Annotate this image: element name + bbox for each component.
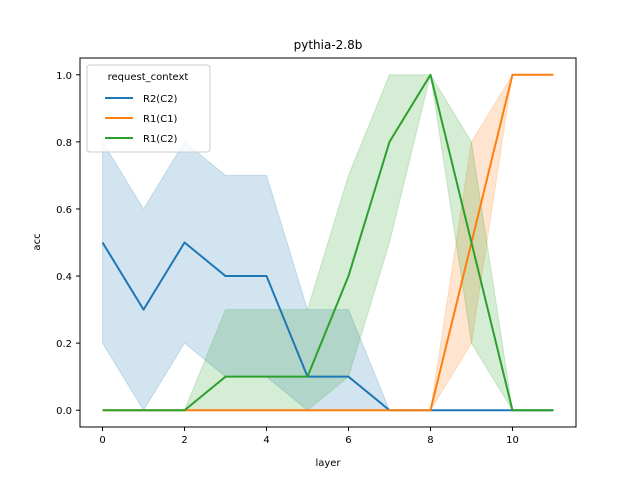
x-tick-label: 8 <box>427 435 433 446</box>
x-tick-label: 2 <box>181 435 187 446</box>
line-r1-c2 <box>102 73 554 412</box>
x-tick-label: 6 <box>345 435 351 446</box>
y-tick-label: 0.0 <box>56 406 72 417</box>
y-tick-label: 1.0 <box>56 71 72 82</box>
y-tick-label: 0.2 <box>56 339 72 350</box>
y-axis-label: acc <box>32 233 43 250</box>
x-tick-label: 10 <box>506 435 519 446</box>
legend-label-r1-c2: R1(C2) <box>143 134 178 145</box>
x-axis-label: layer <box>315 458 341 469</box>
x-tick-label: 0 <box>99 435 105 446</box>
legend-label-r1-c1: R1(C1) <box>143 114 178 125</box>
legend-items: R2(C2) R1(C1) R1(C2) <box>105 94 178 145</box>
legend-box <box>86 64 211 153</box>
line-r2-c2 <box>101 241 554 412</box>
y-tick-label: 0.6 <box>56 205 72 216</box>
legend: request_context R2(C2) R1(C1) R1(C2) <box>86 64 211 153</box>
legend-title: request_context <box>108 72 189 83</box>
y-axis-ticks: 0.0 0.2 0.4 0.6 0.8 1.0 <box>56 71 80 417</box>
plot-frame <box>79 57 577 428</box>
x-tick-label: 4 <box>263 435 269 446</box>
y-tick-label: 0.8 <box>56 138 72 149</box>
y-tick-label: 0.4 <box>56 272 72 283</box>
chart-title: pythia-2.8b <box>294 38 363 52</box>
x-axis-ticks: 0 2 4 6 8 10 <box>99 427 519 446</box>
legend-label-r2-c2: R2(C2) <box>143 94 178 105</box>
series-lines <box>101 73 554 412</box>
